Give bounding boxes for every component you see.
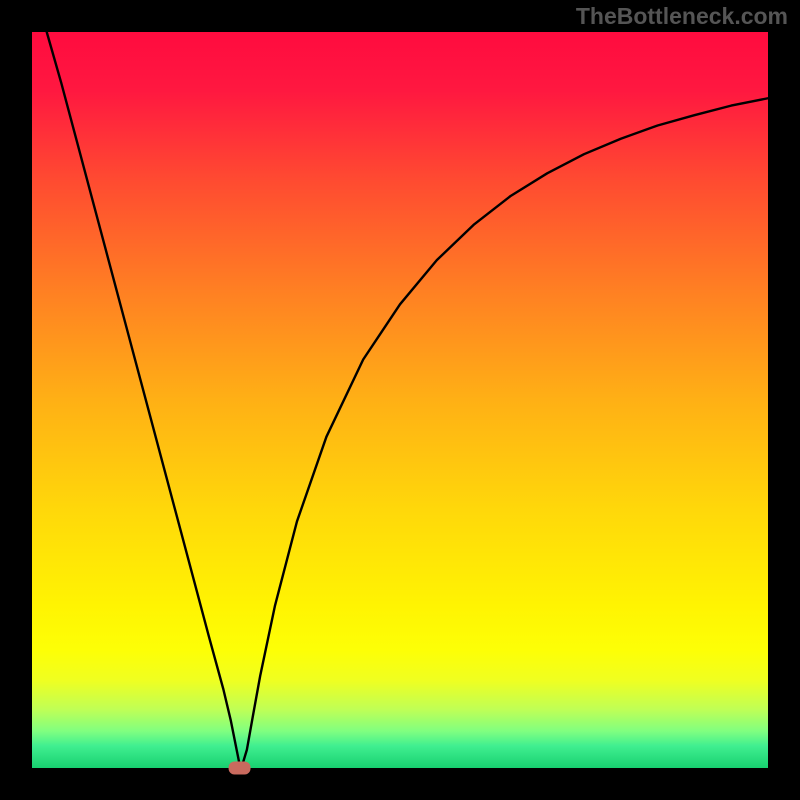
watermark-text: TheBottleneck.com [576,3,788,30]
plot-area [32,32,768,768]
